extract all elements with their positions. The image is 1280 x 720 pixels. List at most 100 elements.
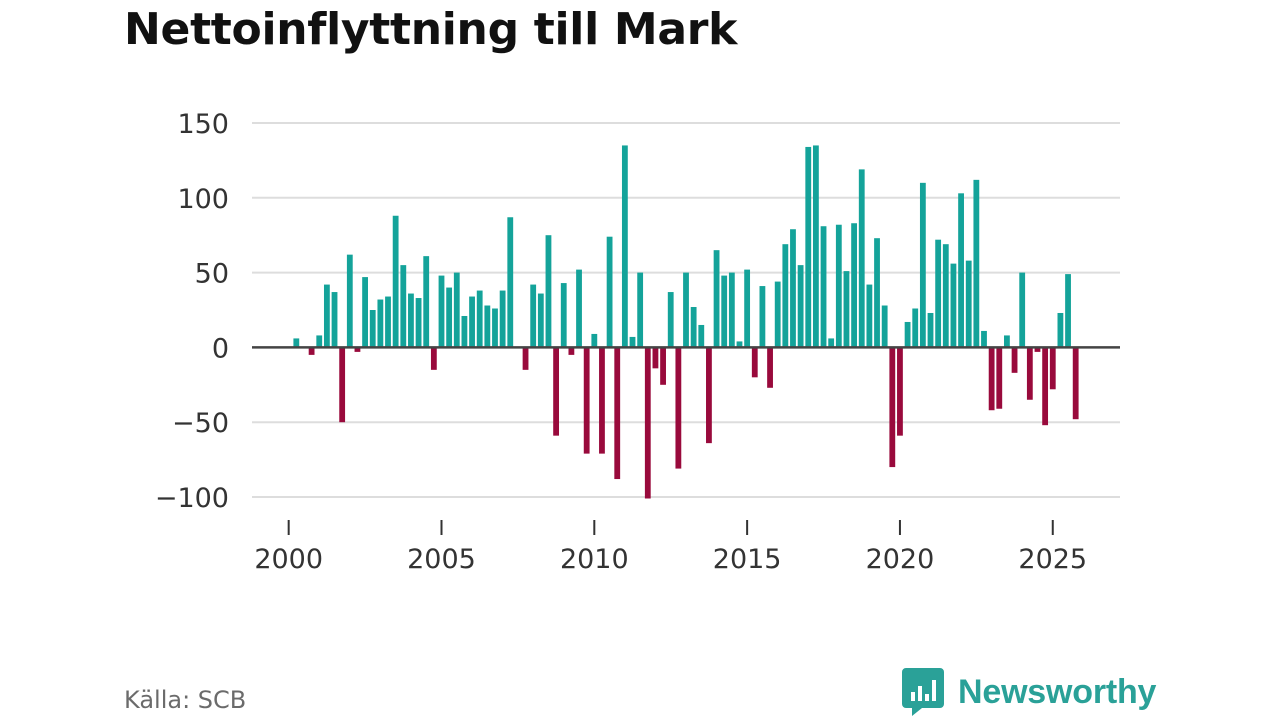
bar-positive [782, 244, 789, 348]
bar-positive [423, 256, 430, 348]
bar-positive [629, 336, 636, 348]
bar-positive [736, 341, 743, 348]
bar-positive [958, 193, 964, 348]
bar-positive [621, 145, 628, 348]
bar-positive [560, 283, 567, 348]
bar-positive [912, 308, 919, 348]
y-tick-label: 150 [177, 109, 229, 140]
brand-name: Newsworthy [958, 672, 1157, 711]
bar-negative [1026, 347, 1033, 400]
bar-negative [568, 347, 575, 355]
bar-positive [690, 307, 697, 348]
bar-negative [354, 347, 361, 352]
bar-positive [881, 305, 888, 348]
bar-positive [744, 269, 751, 348]
bar-positive [362, 277, 368, 348]
x-tick-label: 2015 [713, 544, 782, 575]
bar-negative [1011, 347, 1018, 373]
bar-positive [1019, 272, 1026, 348]
bar-negative [1034, 347, 1041, 352]
y-tick-label: −50 [172, 408, 229, 439]
bar-negative [996, 347, 1003, 409]
bar-positive [484, 305, 491, 348]
bar-positive [461, 315, 468, 348]
bar-negative [308, 347, 315, 355]
bar-positive [369, 310, 376, 348]
bar-negative [583, 347, 590, 454]
bar-positive [453, 272, 460, 348]
x-tick-label: 2000 [254, 544, 323, 575]
bar-negative [430, 347, 437, 370]
y-tick-label: 0 [212, 333, 229, 364]
chart-title: Nettoinflyttning till Mark [124, 4, 738, 55]
x-axis-ticks: 2000 2005 2010 2015 2020 2025 [254, 520, 1087, 575]
bar-positive [530, 284, 537, 348]
bar-negative [675, 347, 682, 469]
bar-positive [835, 224, 842, 348]
bar-positive [492, 308, 498, 348]
y-tick-label: 100 [177, 184, 229, 215]
bar-negative [1042, 347, 1049, 426]
bar-negative [339, 347, 346, 423]
bar-positive [537, 293, 544, 348]
bar-positive [446, 287, 453, 348]
bar-positive [293, 338, 300, 348]
bar-negative [897, 347, 903, 436]
bar-positive [591, 333, 598, 348]
bar-negative [553, 347, 560, 436]
bar-negative [767, 347, 773, 388]
bar-negative [599, 347, 605, 454]
bar-positive [415, 298, 422, 348]
bar-positive [545, 235, 552, 348]
x-tick-label: 2020 [866, 544, 935, 575]
x-tick-label: 2025 [1018, 544, 1087, 575]
bar-negative [522, 347, 529, 370]
bar-positive [683, 272, 689, 348]
bar-positive [499, 290, 506, 348]
bar-positive [851, 223, 858, 348]
bar-positive [331, 292, 338, 348]
bars [293, 145, 1079, 499]
bar-positive [476, 290, 483, 348]
bar-positive [1065, 274, 1071, 348]
bar-positive [377, 299, 384, 348]
bar-positive [927, 312, 934, 348]
bar-positive [828, 338, 835, 348]
bar-positive [316, 335, 323, 348]
x-tick-label: 2005 [407, 544, 476, 575]
bar-negative [751, 347, 758, 378]
bar-negative [652, 347, 659, 369]
bar-positive [843, 271, 850, 348]
bar-positive [438, 275, 445, 348]
bar-positive [858, 169, 865, 348]
bar-positive [874, 238, 880, 348]
y-tick-label: 50 [195, 259, 229, 290]
bar-negative [660, 347, 666, 385]
x-tick-label: 2010 [560, 544, 629, 575]
bar-positive [919, 182, 926, 348]
bar-positive [606, 236, 613, 348]
bar-positive [698, 324, 705, 348]
bar-negative [614, 347, 621, 480]
bar-negative [706, 347, 712, 444]
brand-logo[interactable]: Newsworthy [902, 668, 1156, 716]
bar-negative [1072, 347, 1079, 420]
bar-positive [385, 296, 391, 348]
bar-positive [904, 321, 911, 348]
bar-positive [728, 272, 735, 348]
bar-positive [935, 239, 942, 348]
bar-positive [637, 272, 644, 348]
bar-negative [988, 347, 995, 411]
y-tick-label: −100 [155, 483, 229, 514]
bar-positive [721, 275, 728, 348]
bar-positive [507, 217, 514, 348]
bar-negative [644, 347, 651, 499]
bar-negative [889, 347, 896, 468]
bar-positive [965, 260, 972, 348]
bar-positive [346, 254, 353, 348]
bar-positive [759, 286, 766, 348]
bar-positive [713, 250, 720, 348]
bar-positive [774, 281, 781, 348]
bar-positive [408, 293, 414, 348]
bar-positive [667, 292, 674, 348]
